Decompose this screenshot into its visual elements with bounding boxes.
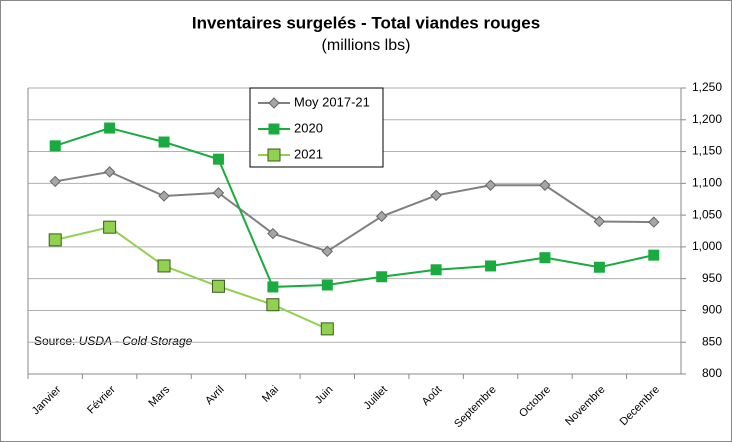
marker — [593, 215, 606, 228]
y-tick-label: 800 — [702, 366, 722, 380]
marker — [158, 136, 170, 148]
chart-title: Inventaires surgelés - Total viandes rou… — [192, 13, 540, 32]
marker — [267, 281, 279, 293]
y-tick-label: 1,250 — [692, 80, 722, 94]
y-tick-label: 1,000 — [692, 239, 722, 253]
marker — [320, 322, 334, 336]
marker — [157, 259, 171, 273]
marker — [267, 227, 279, 240]
marker — [212, 187, 225, 199]
series-line — [54, 226, 328, 330]
marker — [648, 216, 660, 228]
y-tick-label: 850 — [702, 334, 722, 348]
legend-label: Moy 2017-21 — [294, 94, 370, 109]
chart-subtitle: (millions lbs) — [322, 37, 411, 54]
y-tick-label: 1,050 — [692, 207, 722, 221]
marker — [539, 252, 551, 264]
y-tick-label: 900 — [702, 303, 722, 317]
marker — [321, 279, 333, 291]
source-name: USDA - Cold Storage — [79, 334, 193, 348]
legend-label: 2020 — [294, 120, 323, 135]
marker — [484, 179, 497, 191]
marker — [593, 261, 605, 273]
legend-marker — [267, 148, 281, 162]
marker — [49, 140, 61, 152]
legend-label: 2021 — [294, 146, 323, 161]
marker — [104, 122, 116, 134]
marker — [321, 245, 333, 258]
source: Source: USDA - Cold Storage — [34, 334, 193, 348]
y-tick-label: 1,100 — [692, 176, 722, 190]
source-label: Source: — [34, 334, 75, 348]
marker — [211, 279, 225, 293]
marker — [430, 264, 442, 276]
marker — [376, 210, 388, 223]
marker — [49, 175, 61, 188]
legend-marker — [268, 123, 280, 135]
marker — [648, 249, 660, 261]
y-tick-label: 950 — [702, 271, 722, 285]
marker — [48, 233, 62, 247]
y-tick-label: 1,200 — [692, 112, 722, 126]
marker — [539, 179, 551, 191]
legend-marker — [268, 97, 280, 109]
series-line — [55, 170, 654, 253]
marker — [212, 153, 224, 165]
series-line — [54, 126, 655, 288]
marker — [376, 271, 388, 283]
marker — [266, 298, 280, 312]
marker — [103, 166, 116, 178]
marker — [485, 260, 497, 272]
y-tick-label: 1,150 — [692, 144, 722, 158]
marker — [430, 189, 442, 202]
marker — [158, 190, 170, 202]
marker — [103, 220, 117, 234]
